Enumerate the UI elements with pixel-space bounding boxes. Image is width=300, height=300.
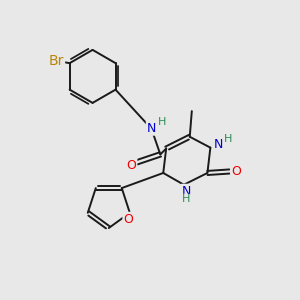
Text: O: O bbox=[231, 165, 241, 178]
Text: N: N bbox=[182, 185, 191, 198]
Text: H: H bbox=[158, 117, 166, 127]
Text: N: N bbox=[147, 122, 156, 135]
Text: N: N bbox=[214, 138, 223, 151]
Text: O: O bbox=[127, 159, 136, 172]
Text: H: H bbox=[224, 134, 232, 144]
Text: H: H bbox=[182, 194, 190, 204]
Text: O: O bbox=[123, 213, 133, 226]
Text: Br: Br bbox=[49, 54, 64, 68]
